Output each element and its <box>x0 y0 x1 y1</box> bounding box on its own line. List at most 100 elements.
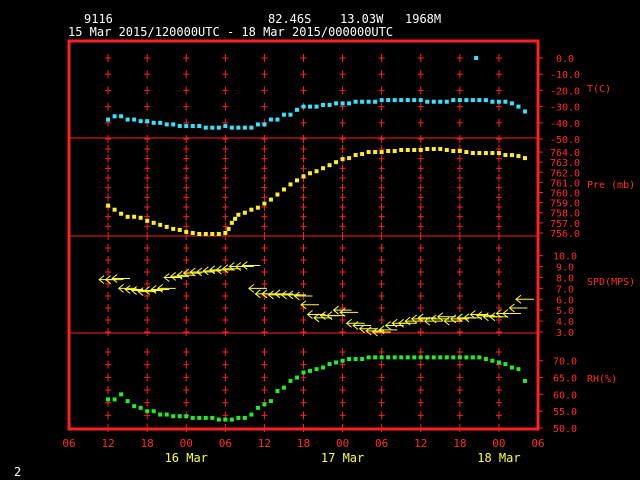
wind-arrow <box>293 291 313 301</box>
data-point-pres <box>360 152 365 157</box>
data-point-temp <box>405 98 410 103</box>
date-label: 17 Mar <box>321 451 364 465</box>
data-point-temp <box>451 98 456 103</box>
data-point-rh <box>470 355 475 360</box>
data-point-pres <box>483 151 488 156</box>
data-point-temp <box>425 99 430 104</box>
data-point-pres <box>229 220 234 225</box>
station-latitude: 82.46S <box>268 12 312 26</box>
data-point-pres <box>106 203 111 208</box>
data-point-rh <box>490 358 495 363</box>
data-point-temp <box>474 56 479 60</box>
data-point-rh <box>106 397 111 402</box>
data-point-pres <box>233 216 238 221</box>
y-tick-label: 760.0 <box>550 189 580 200</box>
y-tick-label: 762.0 <box>550 168 580 179</box>
date-label: 16 Mar <box>165 451 208 465</box>
y-tick-label: -20.0 <box>550 86 580 97</box>
data-point-rh <box>321 365 326 370</box>
data-point-temp <box>190 124 195 129</box>
y-tick-label: 4.0 <box>556 317 574 328</box>
y-tick-label: -10.0 <box>550 70 580 81</box>
data-point-temp <box>151 120 156 125</box>
data-point-temp <box>490 99 495 104</box>
data-point-temp <box>184 124 189 129</box>
data-point-pres <box>334 160 339 165</box>
data-point-temp <box>164 122 169 127</box>
panel-label-temp: T(C) <box>587 84 611 95</box>
data-point-rh <box>327 362 332 367</box>
wind-arrow <box>352 321 372 330</box>
data-point-temp <box>210 125 215 130</box>
wind-arrow <box>326 311 346 321</box>
wind-arrow <box>339 307 359 317</box>
data-point-pres <box>255 205 260 210</box>
data-point-rh <box>418 355 423 360</box>
data-point-rh <box>496 360 501 365</box>
data-point-rh <box>132 404 137 409</box>
data-point-rh <box>210 415 215 420</box>
data-point-rh <box>483 357 488 362</box>
data-point-rh <box>405 355 410 360</box>
x-tick-label: 06 <box>62 437 75 450</box>
data-point-rh <box>314 367 319 372</box>
data-point-rh <box>177 414 182 419</box>
y-tick-label: 65.0 <box>553 374 577 385</box>
data-point-pres <box>190 230 195 235</box>
data-point-pres <box>226 226 231 231</box>
data-point-rh <box>444 355 449 360</box>
y-tick-label: -40.0 <box>550 119 580 130</box>
data-point-temp <box>132 117 137 122</box>
panel-label-rh: RH(%) <box>587 374 617 385</box>
data-point-pres <box>379 150 384 155</box>
panel-label-pres: Pre (mb) <box>587 180 635 191</box>
data-point-temp <box>145 119 150 124</box>
data-point-pres <box>503 153 508 158</box>
wind-arrow <box>235 262 254 271</box>
data-point-temp <box>288 112 293 117</box>
data-point-rh <box>190 415 195 420</box>
data-point-pres <box>294 178 299 183</box>
y-tick-label: 763.0 <box>550 158 580 169</box>
data-point-pres <box>158 222 163 227</box>
data-point-temp <box>366 99 371 104</box>
data-point-rh <box>509 365 514 370</box>
data-point-temp <box>457 98 462 103</box>
data-point-temp <box>483 98 488 103</box>
data-point-rh <box>164 412 169 417</box>
y-tick-label: 70.0 <box>553 357 577 368</box>
data-point-pres <box>516 154 521 159</box>
data-point-temp <box>255 122 260 127</box>
wind-arrow <box>287 290 306 300</box>
wind-arrow <box>378 325 398 335</box>
data-point-pres <box>438 147 443 151</box>
data-point-temp <box>203 125 208 130</box>
data-point-pres <box>418 148 423 153</box>
y-tick-label: 761.0 <box>550 178 580 189</box>
y-tick-label: 9.0 <box>556 263 574 274</box>
data-point-temp <box>399 98 404 103</box>
data-point-rh <box>223 417 228 422</box>
wind-arrow <box>508 303 528 313</box>
x-tick-label: 00 <box>180 437 193 450</box>
x-tick-label: 06 <box>375 437 388 450</box>
data-point-temp <box>340 101 345 106</box>
y-tick-label: 756.0 <box>550 229 580 240</box>
data-point-pres <box>353 153 358 158</box>
data-point-rh <box>268 399 273 404</box>
data-point-pres <box>249 207 254 212</box>
y-tick-label: 758.0 <box>550 209 580 220</box>
data-point-temp <box>509 101 514 106</box>
data-point-pres <box>119 211 124 216</box>
data-point-pres <box>151 220 156 225</box>
data-point-pres <box>327 163 332 168</box>
data-point-temp <box>171 122 176 127</box>
data-point-pres <box>412 148 417 153</box>
data-point-temp <box>236 125 241 130</box>
data-point-temp <box>216 125 221 130</box>
grid-crosses <box>105 54 502 432</box>
data-point-temp <box>281 112 286 117</box>
data-point-rh <box>184 414 189 419</box>
data-point-pres <box>431 147 436 151</box>
data-point-temp <box>242 125 247 130</box>
